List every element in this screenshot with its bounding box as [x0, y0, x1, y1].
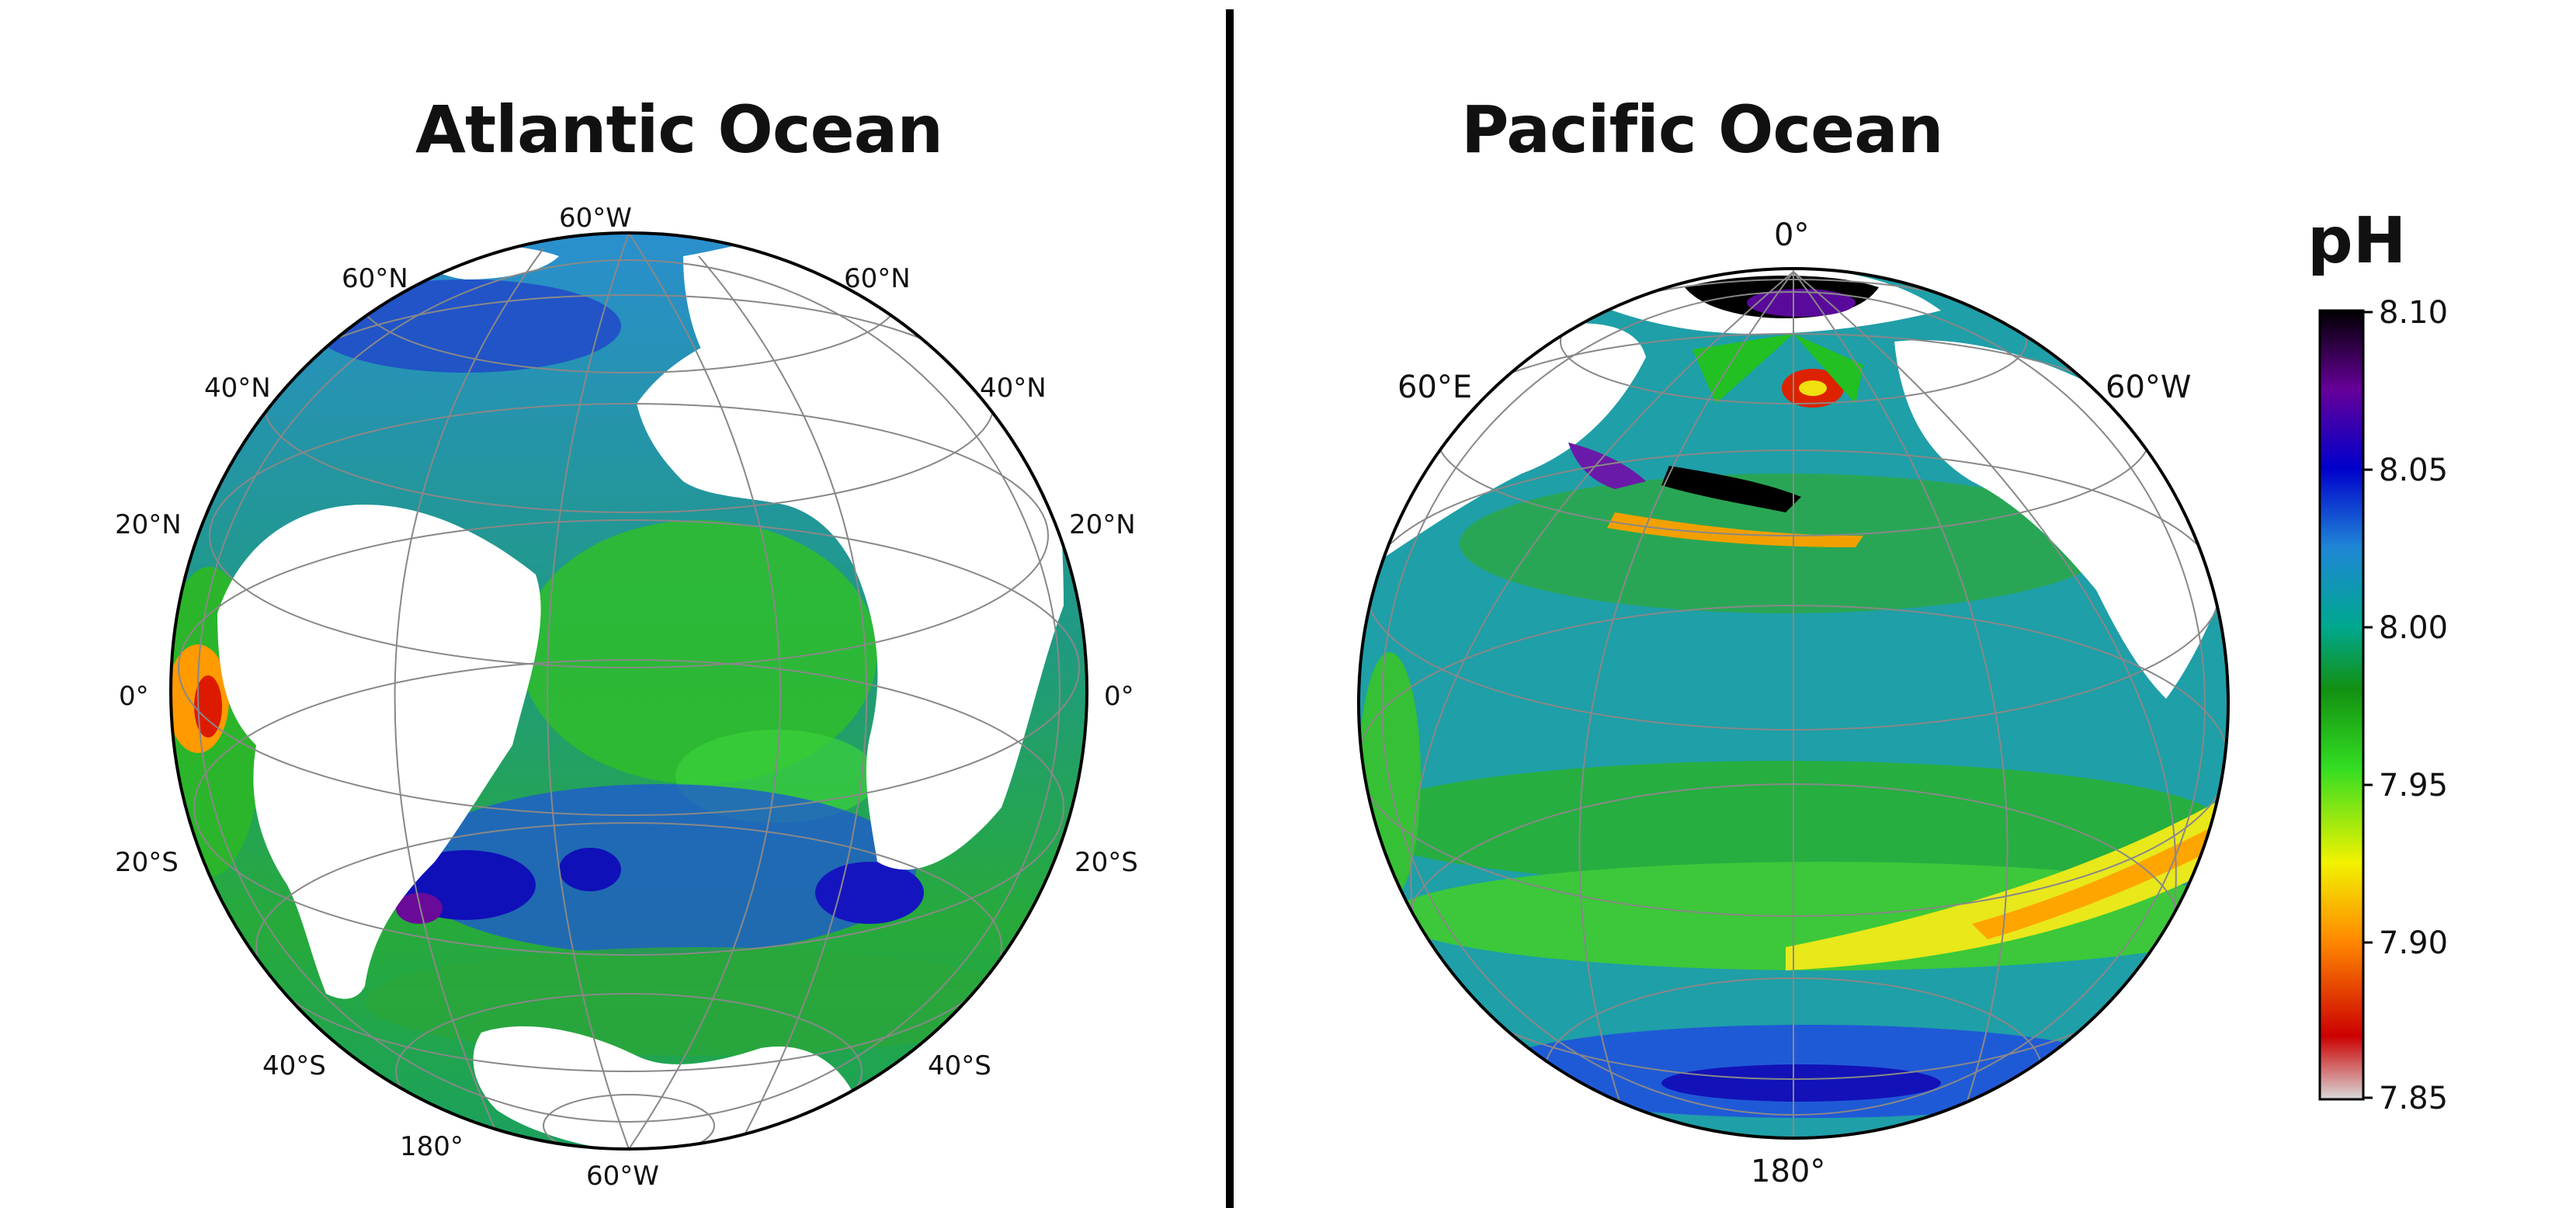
pacific-lon-label-left: 60°E [1397, 370, 1472, 405]
colorbar-tick-7-95: 7.95 [2379, 768, 2448, 804]
colorbar-tick-7-90: 7.90 [2379, 925, 2448, 961]
atlantic-globe-map[interactable]: 60°W 180° 60°W 60°N 60°N 40°N 40°N 20°N … [0, 0, 1226, 1208]
atlantic-lat-20n-left: 20°N [115, 509, 182, 540]
panel-divider [1226, 9, 1234, 1208]
atlantic-lon-label-bottom-left: 180° [400, 1131, 463, 1162]
atlantic-lat-40n-right: 40°N [980, 373, 1047, 404]
atlantic-lon-label-bottom: 60°W [586, 1161, 659, 1192]
colorbar-title: pH [2307, 204, 2406, 278]
colorbar-gradient [2320, 311, 2363, 1099]
pacific-lon-label-top: 0° [1774, 217, 1809, 253]
pacific-lon-label-right: 60°W [2106, 370, 2191, 405]
atlantic-lat-60n-right: 60°N [844, 263, 911, 294]
colorbar-tick-8-10: 8.10 [2379, 295, 2448, 331]
ph-colorbar: pH 8.10 8.05 8.00 7.95 7.90 7.85 [2298, 186, 2477, 1118]
atlantic-lon-label-top: 60°W [559, 203, 632, 234]
atlantic-deep-blue-2 [559, 848, 621, 891]
atlantic-lat-20s-left: 20°S [115, 847, 179, 878]
atlantic-lat-40n-left: 40°N [204, 373, 271, 404]
atlantic-lat-40s-right: 40°S [928, 1050, 991, 1081]
atlantic-lat-0-right: 0° [1104, 681, 1134, 712]
colorbar-tick-7-85: 7.85 [2379, 1081, 2448, 1116]
antarctica-land-pacific [1405, 1048, 1553, 1149]
pacific-lon-label-bottom: 180° [1751, 1154, 1825, 1189]
colorbar-tick-8-05: 8.05 [2379, 453, 2448, 488]
atlantic-lat-20s-right: 20°S [1074, 847, 1138, 878]
arctic-yellow-patch [1799, 380, 1827, 396]
colorbar-tick-8-00: 8.00 [2379, 610, 2448, 646]
atlantic-lat-20n-right: 20°N [1069, 509, 1136, 540]
atlantic-lat-40s-left: 40°S [262, 1050, 326, 1081]
atlantic-lat-0-left: 0° [119, 681, 149, 712]
atlantic-lat-60n-left: 60°N [342, 263, 408, 294]
atlantic-southern-green [365, 947, 1033, 1056]
atlantic-deep-blue-3 [815, 862, 924, 924]
pacific-deep-blue [1661, 1064, 1941, 1102]
